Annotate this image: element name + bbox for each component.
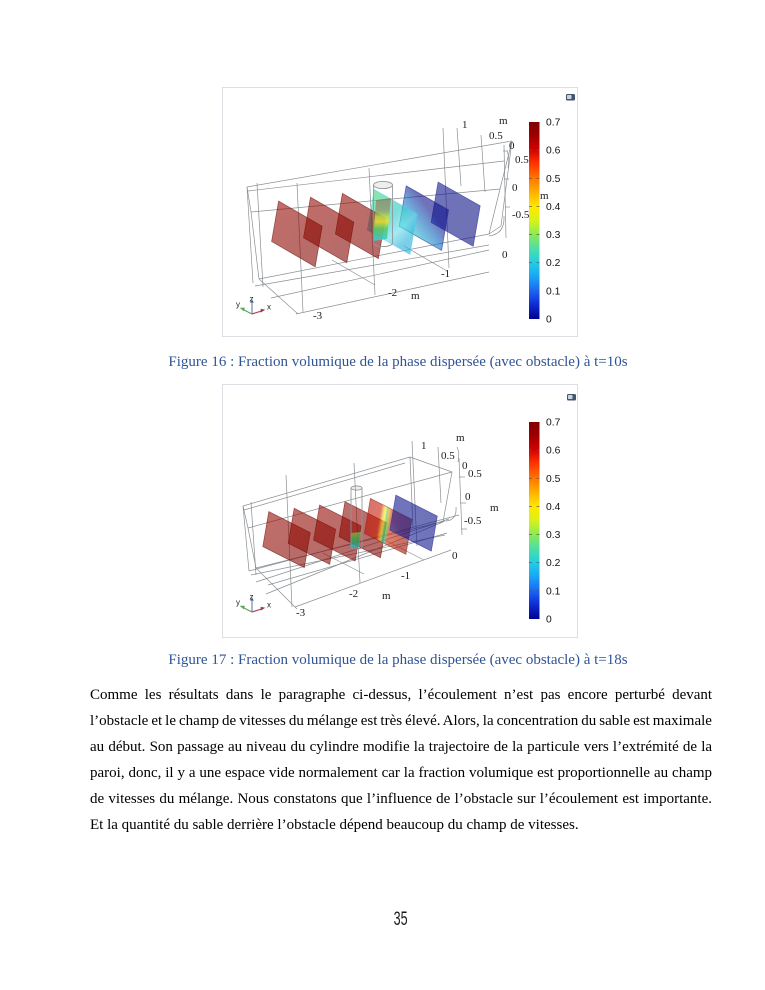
svg-text:m: m: [490, 502, 499, 514]
svg-text:-0.5: -0.5: [464, 515, 482, 527]
svg-text:0.2: 0.2: [546, 258, 561, 269]
svg-text:0.6: 0.6: [546, 446, 561, 457]
svg-text:m: m: [456, 432, 465, 444]
svg-text:0.7: 0.7: [546, 418, 561, 429]
svg-text:1: 1: [421, 440, 427, 452]
svg-text:m: m: [499, 115, 508, 127]
svg-text:0.7: 0.7: [546, 118, 561, 129]
svg-text:-3: -3: [296, 607, 306, 619]
svg-text:0: 0: [546, 615, 552, 626]
svg-text:0: 0: [509, 140, 515, 152]
svg-text:0.3: 0.3: [546, 230, 561, 241]
svg-text:m: m: [411, 290, 420, 302]
svg-text:1: 1: [462, 119, 468, 131]
svg-text:0: 0: [465, 491, 471, 503]
svg-text:0.1: 0.1: [546, 586, 561, 597]
svg-text:0: 0: [462, 460, 468, 472]
svg-text:-2: -2: [388, 287, 397, 299]
svg-text:0: 0: [512, 182, 518, 194]
svg-text:0.5: 0.5: [468, 468, 482, 480]
svg-text:0.4: 0.4: [546, 502, 561, 513]
svg-text:0.2: 0.2: [546, 558, 561, 569]
svg-text:-2: -2: [349, 588, 358, 600]
svg-text:0: 0: [452, 550, 458, 562]
svg-text:z: z: [250, 295, 254, 304]
svg-text:0.5: 0.5: [515, 154, 529, 166]
svg-text:0.5: 0.5: [441, 450, 455, 462]
svg-text:z: z: [250, 593, 254, 602]
svg-text:-1: -1: [441, 268, 450, 280]
svg-text:x: x: [267, 303, 271, 312]
svg-text:-1: -1: [401, 570, 410, 582]
svg-text:x: x: [267, 601, 271, 610]
svg-text:0: 0: [502, 249, 508, 261]
svg-text:-3: -3: [313, 310, 323, 322]
svg-text:-0.5: -0.5: [512, 209, 530, 221]
svg-text:0.6: 0.6: [546, 146, 561, 157]
svg-text:0.5: 0.5: [546, 474, 561, 485]
svg-text:0.5: 0.5: [546, 174, 561, 185]
svg-text:0.1: 0.1: [546, 286, 561, 297]
svg-text:m: m: [540, 190, 549, 202]
svg-text:m: m: [382, 590, 391, 602]
svg-text:0.5: 0.5: [489, 130, 503, 142]
svg-text:y: y: [236, 300, 240, 309]
svg-text:0.3: 0.3: [546, 530, 561, 541]
svg-text:y: y: [236, 598, 240, 607]
svg-text:0: 0: [546, 315, 552, 326]
svg-text:0.4: 0.4: [546, 202, 561, 213]
